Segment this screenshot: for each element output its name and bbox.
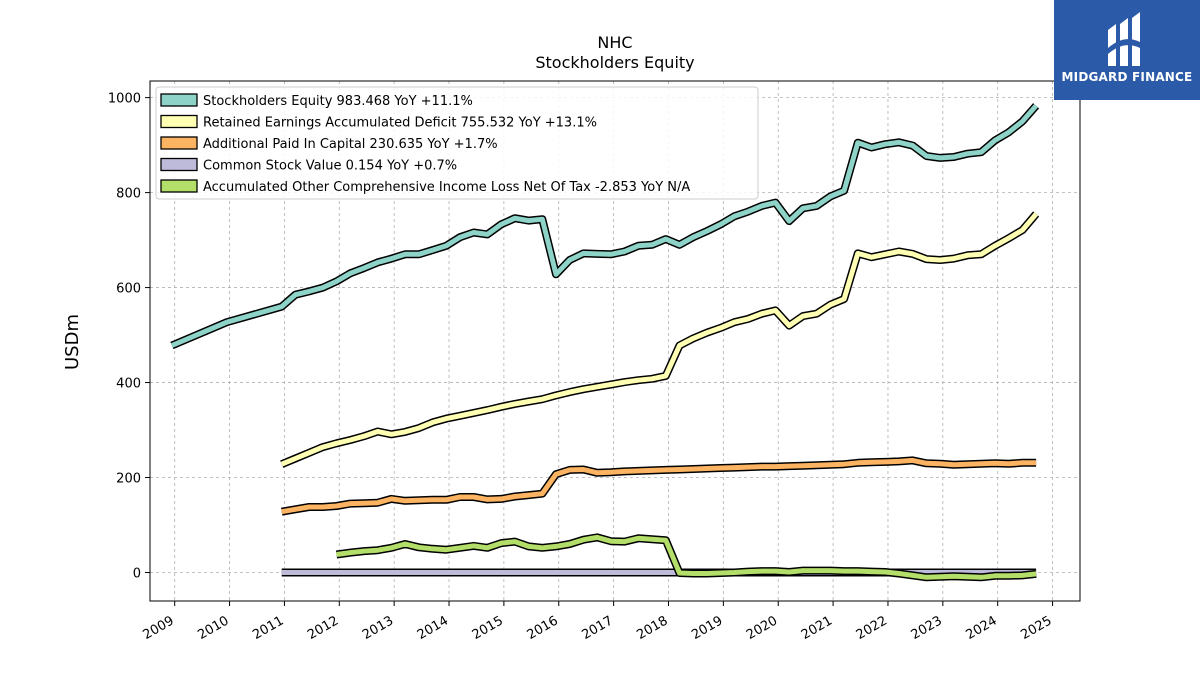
series-line-2 [281,457,1037,515]
legend-label-3: Common Stock Value 0.154 YoY +0.7% [203,159,457,174]
x-tick-label-16: 2025 [1018,613,1054,643]
series-layer [170,103,1040,582]
x-tick-label-2: 2011 [250,613,286,643]
series-1 [280,211,1040,468]
x-tick-label-6: 2015 [470,613,506,643]
series-2 [281,456,1037,516]
legend-swatch-4 [160,179,198,193]
series-line-0 [170,104,1038,348]
y-tick-label-4: 800 [116,187,141,202]
legend-box [155,86,759,200]
x-tick-label-3: 2012 [305,613,341,643]
y-tick-label-2: 400 [116,377,141,392]
legend: Stockholders Equity 983.468 YoY +11.1% Re… [155,86,759,200]
x-tick-label-15: 2024 [964,613,1000,643]
y-tick-label-3: 600 [116,282,141,297]
plot-frame [149,80,1081,602]
legend-label-0: Stockholders Equity 983.468 YoY +11.1% [203,94,473,109]
legend-label-4: Accumulated Other Comprehensive Income L… [203,180,690,195]
y-tick-label-0: 0 [133,567,141,582]
x-tick-label-9: 2018 [634,613,670,643]
legend-swatch-3 [160,157,198,172]
legend-label-1: Retained Earnings Accumulated Deficit 75… [203,116,597,131]
y-axis-label: USDm [62,314,83,370]
x-tick-label-7: 2016 [525,613,561,643]
x-tick-label-8: 2017 [579,613,615,643]
legend-swatch-1 [160,114,198,129]
legend-swatch-0 [160,93,198,107]
brand-logo: MIDGARD FINANCE [1054,0,1200,100]
midgard-logo-icon [1108,12,1140,66]
series-4 [335,533,1037,582]
brand-name: MIDGARD FINANCE [1061,70,1193,84]
y-tick-label-5: 1000 [108,92,141,107]
series-outline-1 [280,211,1040,468]
x-tick-label-1: 2010 [195,613,231,643]
series-line-4 [336,534,1037,580]
x-tick-label-13: 2022 [854,613,890,643]
chart-title: NHC [597,33,632,52]
legend-label-2: Additional Paid In Capital 230.635 YoY +… [203,137,498,152]
x-tick-label-11: 2020 [744,613,780,643]
x-tick-label-4: 2013 [360,613,396,643]
legend-swatch-2 [160,136,198,150]
series-line-1 [280,212,1039,467]
x-tick-label-5: 2014 [415,613,451,643]
x-tick-label-10: 2019 [689,613,725,643]
x-tick-label-12: 2021 [799,613,835,643]
series-0 [170,103,1040,350]
y-tick-label-1: 200 [116,472,141,487]
chart-subtitle: Stockholders Equity [535,53,694,72]
x-tick-label-14: 2023 [909,613,945,643]
x-tick-label-0: 2009 [141,613,177,643]
